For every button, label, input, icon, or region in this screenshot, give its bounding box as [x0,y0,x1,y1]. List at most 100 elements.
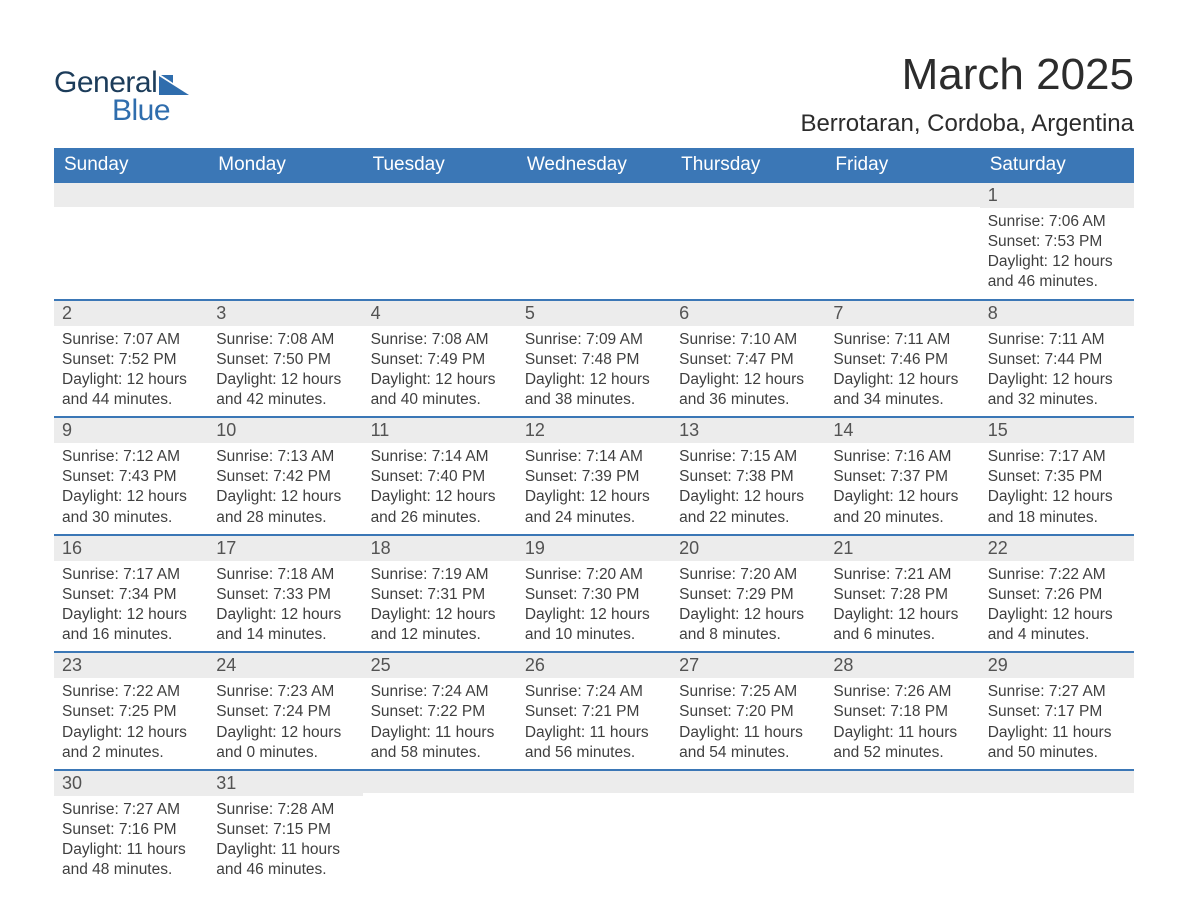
calendar-day-cell [363,183,517,299]
daylight-text: Daylight: 11 hours and 48 minutes. [62,840,200,880]
sunset-text: Sunset: 7:17 PM [988,702,1126,722]
day-details: Sunrise: 7:25 AMSunset: 7:20 PMDaylight:… [671,678,825,769]
weekday-header-row: SundayMondayTuesdayWednesdayThursdayFrid… [54,148,1134,183]
day-details [825,793,979,823]
sunset-text: Sunset: 7:47 PM [679,350,817,370]
day-number: 21 [825,534,979,561]
daylight-text: Daylight: 12 hours and 34 minutes. [833,370,971,410]
day-details [517,793,671,823]
calendar-day-cell: 29Sunrise: 7:27 AMSunset: 7:17 PMDayligh… [980,651,1134,769]
day-number: 26 [517,651,671,678]
sunset-text: Sunset: 7:29 PM [679,585,817,605]
sunrise-text: Sunrise: 7:26 AM [833,682,971,702]
calendar-week-row: 30Sunrise: 7:27 AMSunset: 7:16 PMDayligh… [54,769,1134,887]
calendar-day-cell: 15Sunrise: 7:17 AMSunset: 7:35 PMDayligh… [980,416,1134,534]
weekday-header: Thursday [671,148,825,183]
weekday-header: Saturday [980,148,1134,183]
day-details: Sunrise: 7:14 AMSunset: 7:40 PMDaylight:… [363,443,517,534]
sunrise-text: Sunrise: 7:12 AM [62,447,200,467]
day-number: 24 [208,651,362,678]
calendar-day-cell: 24Sunrise: 7:23 AMSunset: 7:24 PMDayligh… [208,651,362,769]
calendar-day-cell: 16Sunrise: 7:17 AMSunset: 7:34 PMDayligh… [54,534,208,652]
daylight-text: Daylight: 12 hours and 30 minutes. [62,487,200,527]
location-subtitle: Berrotaran, Cordoba, Argentina [800,110,1134,138]
calendar-day-cell [825,769,979,887]
day-details: Sunrise: 7:27 AMSunset: 7:17 PMDaylight:… [980,678,1134,769]
calendar-week-row: 1Sunrise: 7:06 AMSunset: 7:53 PMDaylight… [54,183,1134,299]
sunrise-text: Sunrise: 7:06 AM [988,212,1126,232]
day-details: Sunrise: 7:09 AMSunset: 7:48 PMDaylight:… [517,326,671,417]
daylight-text: Daylight: 12 hours and 6 minutes. [833,605,971,645]
sunset-text: Sunset: 7:20 PM [679,702,817,722]
daylight-text: Daylight: 11 hours and 54 minutes. [679,723,817,763]
weekday-header: Tuesday [363,148,517,183]
day-details [517,207,671,237]
calendar-table: SundayMondayTuesdayWednesdayThursdayFrid… [54,148,1134,886]
day-number [517,769,671,793]
day-details: Sunrise: 7:11 AMSunset: 7:46 PMDaylight:… [825,326,979,417]
day-details: Sunrise: 7:08 AMSunset: 7:49 PMDaylight:… [363,326,517,417]
sunset-text: Sunset: 7:40 PM [371,467,509,487]
weekday-header: Sunday [54,148,208,183]
calendar-day-cell: 20Sunrise: 7:20 AMSunset: 7:29 PMDayligh… [671,534,825,652]
day-details: Sunrise: 7:13 AMSunset: 7:42 PMDaylight:… [208,443,362,534]
day-details: Sunrise: 7:16 AMSunset: 7:37 PMDaylight:… [825,443,979,534]
day-number [671,769,825,793]
sunrise-text: Sunrise: 7:22 AM [62,682,200,702]
calendar-day-cell: 28Sunrise: 7:26 AMSunset: 7:18 PMDayligh… [825,651,979,769]
day-number: 15 [980,416,1134,443]
day-details: Sunrise: 7:26 AMSunset: 7:18 PMDaylight:… [825,678,979,769]
day-details: Sunrise: 7:24 AMSunset: 7:22 PMDaylight:… [363,678,517,769]
day-details: Sunrise: 7:17 AMSunset: 7:35 PMDaylight:… [980,443,1134,534]
day-details: Sunrise: 7:07 AMSunset: 7:52 PMDaylight:… [54,326,208,417]
day-details: Sunrise: 7:22 AMSunset: 7:26 PMDaylight:… [980,561,1134,652]
sunset-text: Sunset: 7:52 PM [62,350,200,370]
day-number [671,183,825,207]
day-number: 14 [825,416,979,443]
daylight-text: Daylight: 12 hours and 44 minutes. [62,370,200,410]
daylight-text: Daylight: 12 hours and 8 minutes. [679,605,817,645]
day-number: 11 [363,416,517,443]
calendar-day-cell [517,183,671,299]
calendar-day-cell [825,183,979,299]
sunset-text: Sunset: 7:24 PM [216,702,354,722]
day-details [54,207,208,237]
calendar-day-cell [671,769,825,887]
calendar-day-cell [54,183,208,299]
day-details: Sunrise: 7:24 AMSunset: 7:21 PMDaylight:… [517,678,671,769]
calendar-day-cell: 21Sunrise: 7:21 AMSunset: 7:28 PMDayligh… [825,534,979,652]
day-number: 17 [208,534,362,561]
month-title: March 2025 [800,50,1134,100]
calendar-week-row: 23Sunrise: 7:22 AMSunset: 7:25 PMDayligh… [54,651,1134,769]
sunset-text: Sunset: 7:31 PM [371,585,509,605]
sunrise-text: Sunrise: 7:10 AM [679,330,817,350]
sunset-text: Sunset: 7:28 PM [833,585,971,605]
sunset-text: Sunset: 7:16 PM [62,820,200,840]
daylight-text: Daylight: 12 hours and 36 minutes. [679,370,817,410]
day-number: 9 [54,416,208,443]
calendar-day-cell: 23Sunrise: 7:22 AMSunset: 7:25 PMDayligh… [54,651,208,769]
daylight-text: Daylight: 12 hours and 0 minutes. [216,723,354,763]
day-number [363,769,517,793]
day-number: 16 [54,534,208,561]
sunrise-text: Sunrise: 7:28 AM [216,800,354,820]
sunset-text: Sunset: 7:44 PM [988,350,1126,370]
calendar-day-cell: 9Sunrise: 7:12 AMSunset: 7:43 PMDaylight… [54,416,208,534]
daylight-text: Daylight: 12 hours and 20 minutes. [833,487,971,527]
calendar-week-row: 2Sunrise: 7:07 AMSunset: 7:52 PMDaylight… [54,299,1134,417]
daylight-text: Daylight: 11 hours and 52 minutes. [833,723,971,763]
calendar-day-cell: 19Sunrise: 7:20 AMSunset: 7:30 PMDayligh… [517,534,671,652]
sunset-text: Sunset: 7:50 PM [216,350,354,370]
calendar-day-cell: 3Sunrise: 7:08 AMSunset: 7:50 PMDaylight… [208,299,362,417]
sunset-text: Sunset: 7:53 PM [988,232,1126,252]
sunrise-text: Sunrise: 7:16 AM [833,447,971,467]
day-details: Sunrise: 7:20 AMSunset: 7:29 PMDaylight:… [671,561,825,652]
day-number: 10 [208,416,362,443]
day-details: Sunrise: 7:08 AMSunset: 7:50 PMDaylight:… [208,326,362,417]
sunrise-text: Sunrise: 7:11 AM [833,330,971,350]
calendar-day-cell: 8Sunrise: 7:11 AMSunset: 7:44 PMDaylight… [980,299,1134,417]
calendar-week-row: 9Sunrise: 7:12 AMSunset: 7:43 PMDaylight… [54,416,1134,534]
calendar-day-cell: 5Sunrise: 7:09 AMSunset: 7:48 PMDaylight… [517,299,671,417]
day-details: Sunrise: 7:10 AMSunset: 7:47 PMDaylight:… [671,326,825,417]
calendar-day-cell: 10Sunrise: 7:13 AMSunset: 7:42 PMDayligh… [208,416,362,534]
